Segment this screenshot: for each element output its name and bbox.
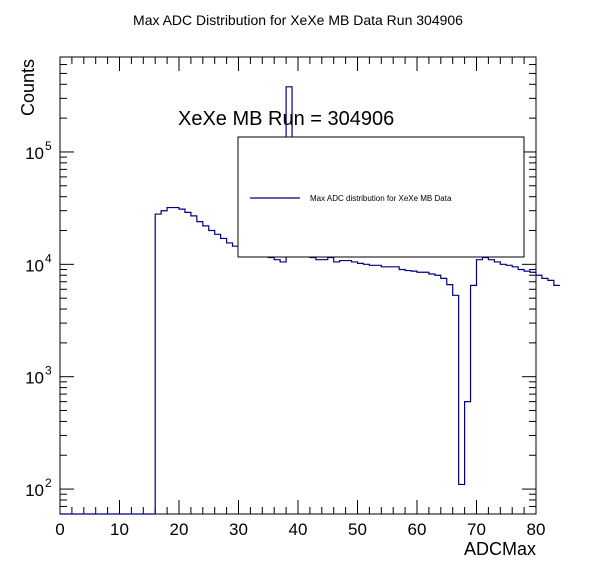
histogram-bin [477,260,483,514]
histogram-bin [262,253,268,514]
histogram-bin [346,261,352,514]
histogram-bin [244,253,250,514]
y-tick-exponent: 4 [45,251,52,265]
histogram-bin [512,267,518,514]
histogram-bin [447,285,453,514]
histogram-bin [310,258,316,514]
histogram-bin [411,271,417,514]
histogram-bin [167,208,173,514]
histogram-bin [256,255,262,514]
histogram-bin [304,255,310,514]
legend-entry: Max ADC distribution for XeXe MB Data [310,194,452,203]
histogram-bin [459,484,465,514]
histogram-bin [280,262,286,514]
y-tick-label: 10 [25,144,44,163]
histogram-bin [441,278,447,514]
histogram-bin [488,260,494,514]
x-tick-label: 80 [527,520,546,539]
run-annotation: XeXe MB Run = 304906 [178,108,394,130]
x-tick-label: 20 [170,520,189,539]
y-tick-exponent: 2 [45,476,52,490]
x-tick-label: 60 [408,520,427,539]
histogram-bin [369,265,375,514]
legend-box [237,136,525,258]
histogram-bin [518,269,524,514]
legend: Max ADC distribution for XeXe MB Data [237,136,525,258]
histogram-bin [274,260,280,514]
x-axis-title: ADCMax [464,539,536,559]
histogram-bin [221,238,227,514]
histogram-bin [381,267,387,514]
histogram-bin [363,264,369,514]
histogram-outline [60,86,560,515]
histogram-bin [298,252,304,514]
histogram-bin [465,402,471,514]
histogram-bin [399,269,405,514]
axis-ticks [59,56,537,515]
y-tick-label: 10 [25,369,44,388]
histogram-bin [471,285,477,514]
y-tick-exponent: 3 [45,364,52,378]
histogram-bin [340,261,346,514]
histogram-bin [155,214,161,514]
histogram-bin [375,265,381,514]
chart-title: Max ADC Distribution for XeXe MB Data Ru… [133,12,463,28]
histogram-bin [328,258,334,514]
histogram-bin [548,280,554,514]
histogram-bin [173,208,179,514]
histogram-bin [233,246,239,514]
histogram-bin [268,258,274,514]
histogram-bin [435,275,441,514]
histogram-bin [227,243,233,514]
histogram-bin [429,274,435,514]
histogram-bin [530,272,536,514]
histogram-bin [494,262,500,514]
histogram-bin [506,265,512,514]
y-tick-label: 10 [25,481,44,500]
histogram-bin [542,278,548,514]
y-tick-exponent: 5 [45,139,52,153]
histogram-bin [250,253,256,514]
y-axis-title: Counts [18,59,38,116]
x-tick-label: 50 [348,520,367,539]
histogram-bin [203,226,209,514]
histogram-bin [358,263,364,514]
x-tick-label: 70 [467,520,486,539]
histogram-bin [292,248,298,514]
x-tick-label: 30 [229,520,248,539]
histogram-bin [161,211,167,514]
histogram-bin [352,262,358,514]
histogram-bin [239,250,245,514]
x-tick-label: 0 [55,520,64,539]
histogram-bin [536,275,542,514]
x-tick-labels: 0 10 20 30 40 50 60 70 80 [55,520,545,539]
x-tick-label: 40 [289,520,308,539]
histogram-bin [417,272,423,514]
histogram-bin [405,271,411,514]
histogram-bin [322,260,328,514]
y-tick-label: 10 [25,256,44,275]
histogram-bin [554,285,560,514]
histogram-bin [209,231,215,514]
histogram-bin [316,260,322,514]
histogram-bin [423,272,429,514]
histogram-bin [500,264,506,514]
histogram-bin [185,212,191,514]
histogram-bin [191,216,197,514]
histogram-bin [179,209,185,514]
histogram-bin [334,262,340,514]
histogram-bin [197,222,203,514]
histogram-bin [482,258,488,514]
x-tick-label: 10 [110,520,129,539]
histogram-bin [524,271,530,514]
histogram-bin [453,295,459,514]
histogram-bin [215,234,221,514]
histogram-bin [387,267,393,514]
histogram-bin [393,267,399,514]
